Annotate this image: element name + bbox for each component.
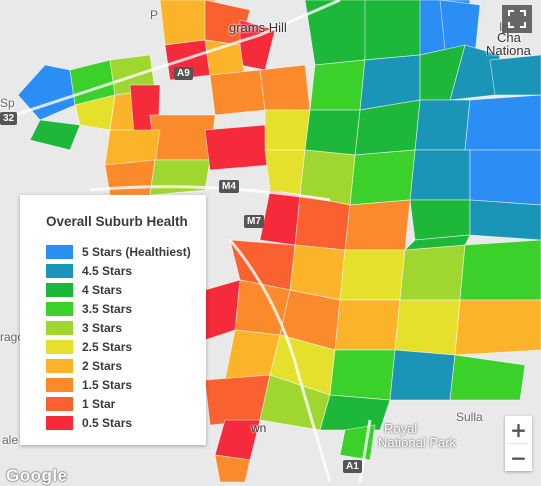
royal-label-1: Royal: [384, 421, 418, 436]
legend-item: 4 Stars: [46, 280, 191, 299]
fullscreen-icon: [508, 10, 526, 28]
legend-label: 5 Stars (Healthiest): [82, 244, 191, 259]
suburb-region[interactable]: [449, 354, 526, 401]
suburb-region[interactable]: [454, 299, 541, 356]
suburb-region[interactable]: [409, 199, 471, 241]
legend-item: 3.5 Stars: [46, 299, 191, 318]
legend-item: 0.5 Stars: [46, 413, 191, 432]
legend-swatch: [46, 263, 73, 278]
suburb-region[interactable]: [349, 149, 416, 206]
road-m7: M7: [244, 215, 264, 228]
legend-label: 1.5 Stars: [82, 377, 133, 392]
fullscreen-button[interactable]: [502, 5, 532, 33]
legend-swatch: [46, 320, 73, 335]
suburb-region[interactable]: [259, 64, 311, 111]
suburb-region[interactable]: [204, 124, 271, 171]
p-label: P: [150, 8, 159, 22]
suburb-region[interactable]: [104, 129, 161, 166]
suburb-region[interactable]: [149, 159, 211, 196]
legend-label: 0.5 Stars: [82, 415, 133, 430]
legend-label: 4.5 Stars: [82, 263, 133, 278]
suburb-region[interactable]: [399, 244, 466, 301]
suburb-region[interactable]: [464, 94, 541, 151]
legend-label: 1 Star: [82, 396, 116, 411]
hill-label: grams Hill: [229, 20, 287, 35]
suburb-region[interactable]: [389, 349, 456, 401]
legend-title: Overall Suburb Health: [46, 214, 188, 229]
suburb-region[interactable]: [469, 149, 541, 206]
legend-item: 2 Stars: [46, 356, 191, 375]
suburb-region[interactable]: [329, 349, 396, 401]
legend-swatch: [46, 282, 73, 297]
suburb-region[interactable]: [294, 194, 351, 251]
region-shapes: [17, 0, 541, 482]
national-label-2: Nationa: [486, 43, 531, 58]
suburb-region[interactable]: [459, 239, 541, 301]
suburb-region[interactable]: [214, 454, 251, 482]
ulla-label: Sulla: [456, 410, 483, 424]
legend-item: 1 Star: [46, 394, 191, 413]
zoom-divider: [509, 443, 528, 444]
road-a1: A1: [343, 460, 362, 473]
legend-label: 2.5 Stars: [82, 339, 133, 354]
legend-swatch: [46, 301, 73, 316]
suburb-region[interactable]: [489, 54, 541, 96]
suburb-region[interactable]: [394, 299, 461, 356]
rago-label: rago: [0, 330, 25, 344]
legend-swatch: [46, 358, 73, 373]
legend-swatch: [46, 244, 73, 259]
legend-label: 4 Stars: [82, 282, 123, 297]
legend-list: 5 Stars (Healthiest) 4.5 Stars 4 Stars 3…: [46, 242, 191, 432]
national-label-1: Cha: [497, 30, 521, 45]
own-label: wn: [251, 421, 267, 435]
suburb-region[interactable]: [304, 109, 361, 156]
zoom-in-button[interactable]: +: [510, 417, 527, 442]
legend-label: 3 Stars: [82, 320, 123, 335]
road-a9: A9: [174, 67, 193, 80]
suburb-region[interactable]: [149, 114, 216, 161]
royal-label-2: National Park: [378, 435, 457, 450]
suburb-region[interactable]: [414, 99, 471, 151]
suburb-region[interactable]: [209, 69, 266, 116]
suburb-region[interactable]: [334, 299, 401, 351]
legend-swatch: [46, 339, 73, 354]
suburb-region[interactable]: [29, 119, 81, 151]
sp-label: Sp: [0, 96, 15, 110]
road-32: 32: [0, 112, 18, 125]
suburb-region[interactable]: [339, 249, 406, 301]
suburb-region[interactable]: [309, 59, 366, 111]
legend-swatch: [46, 396, 73, 411]
suburb-region[interactable]: [319, 394, 391, 431]
legend-swatch: [46, 377, 73, 392]
suburb-region[interactable]: [403, 234, 471, 251]
suburb-region[interactable]: [469, 199, 541, 241]
suburb-region[interactable]: [264, 149, 306, 196]
google-logo: Google: [6, 466, 68, 485]
suburb-region[interactable]: [344, 199, 411, 251]
zoom-out-button[interactable]: −: [510, 445, 527, 470]
map-legend: Overall Suburb Health 5 Stars (Healthies…: [20, 195, 206, 445]
legend-item: 2.5 Stars: [46, 337, 191, 356]
suburb-region[interactable]: [409, 149, 471, 201]
ale-label: ale: [2, 433, 19, 447]
legend-label: 3.5 Stars: [82, 301, 133, 316]
legend-item: 4.5 Stars: [46, 261, 191, 280]
legend-item: 3 Stars: [46, 318, 191, 337]
legend-swatch: [46, 415, 73, 430]
legend-label: 2 Stars: [82, 358, 123, 373]
legend-item: 1.5 Stars: [46, 375, 191, 394]
legend-item: 5 Stars (Healthiest): [46, 242, 191, 261]
road-m4: M4: [219, 180, 239, 193]
suburb-region[interactable]: [264, 109, 311, 151]
zoom-control: + −: [505, 416, 532, 471]
